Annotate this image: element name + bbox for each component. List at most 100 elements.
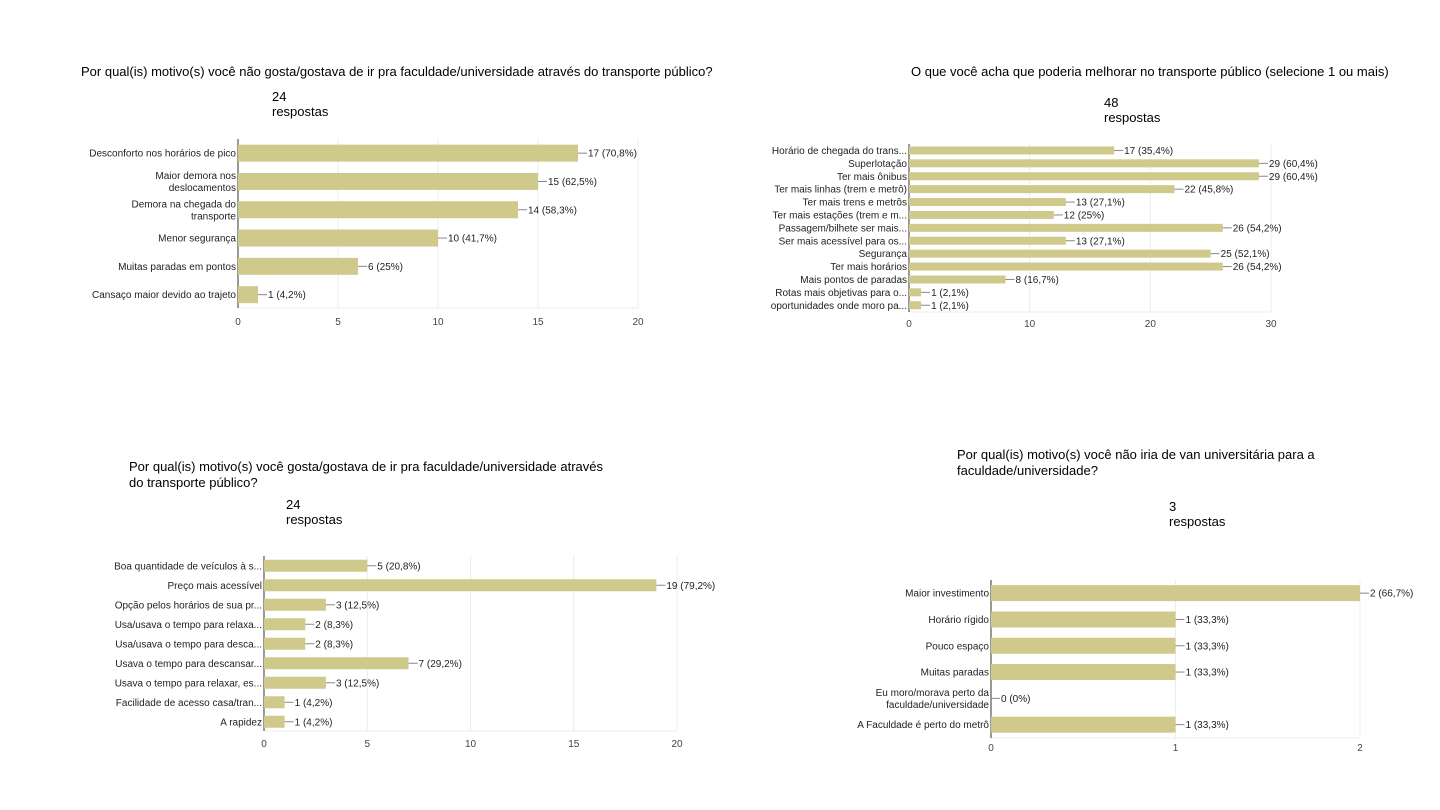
value-label: 1 (2,1%): [931, 301, 969, 312]
bar: [264, 618, 306, 631]
x-tick-label: 20: [1145, 319, 1157, 330]
bar: [264, 579, 657, 592]
question-title: Por qual(is) motivo(s) você não iria de …: [957, 447, 1315, 478]
bar: [264, 637, 306, 650]
value-label: 26 (54,2%): [1233, 223, 1282, 234]
bar: [264, 696, 285, 709]
value-label: 3 (12,5%): [336, 678, 379, 689]
bar: [264, 657, 409, 670]
bar: [909, 210, 1054, 219]
value-label: 22 (45,8%): [1184, 185, 1233, 196]
value-label: 13 (27,1%): [1076, 236, 1125, 247]
value-label: 8 (16,7%): [1016, 275, 1059, 286]
value-label: 2 (8,3%): [315, 620, 353, 631]
value-label: 12 (25%): [1064, 210, 1105, 221]
x-tick-label: 2: [1357, 743, 1363, 754]
category-label: A Faculdade é perto do metrô: [857, 720, 989, 731]
bar: [909, 262, 1223, 271]
category-label: Maior demora nos deslocamentos: [155, 171, 236, 194]
value-label: 25 (52,1%): [1221, 249, 1270, 260]
value-label: 1 (4,2%): [295, 717, 333, 728]
bar: [991, 664, 1176, 681]
x-tick-label: 30: [1265, 319, 1277, 330]
category-label: Rotas mais objetivas para o...: [775, 288, 907, 299]
bar: [991, 716, 1176, 733]
value-label: 17 (70,8%): [588, 149, 637, 160]
bar: [238, 286, 258, 304]
x-tick-label: 0: [261, 739, 267, 750]
response-count: 24 respostas: [272, 89, 329, 119]
x-tick-label: 0: [906, 319, 912, 330]
value-label: 26 (54,2%): [1233, 262, 1282, 273]
value-label: 0 (0%): [1001, 694, 1030, 705]
bar: [909, 198, 1066, 207]
bar: [264, 598, 326, 611]
category-label: Muitas paradas em pontos: [118, 262, 236, 273]
x-tick-label: 1: [1173, 743, 1179, 754]
bar: [909, 301, 922, 310]
bar: [264, 715, 285, 728]
value-label: 1 (4,2%): [268, 290, 306, 301]
category-label: Cansaço maior devido ao trajeto: [92, 290, 236, 301]
category-label: Superlotação: [848, 159, 907, 170]
category-label: Ter mais linhas (trem e metrô): [774, 185, 907, 196]
bar: [238, 201, 518, 219]
category-label: Segurança: [859, 249, 908, 260]
value-label: 2 (66,7%): [1370, 589, 1413, 600]
category-label: Facilidade de acesso casa/tran...: [116, 698, 262, 709]
category-label: Horário de chegada do trans...: [772, 146, 907, 157]
category-label: Pouco espaço: [926, 641, 990, 652]
bar: [909, 275, 1006, 284]
category-label: Passagem/bilhete ser mais...: [779, 223, 907, 234]
value-label: 5 (20,8%): [377, 561, 420, 572]
x-tick-label: 20: [632, 317, 644, 328]
bar: [909, 249, 1211, 258]
value-label: 17 (35,4%): [1124, 146, 1173, 157]
question-title: Por qual(is) motivo(s) você gosta/gostav…: [129, 459, 604, 490]
value-label: 3 (12,5%): [336, 600, 379, 611]
question-title: Por qual(is) motivo(s) você não gosta/go…: [81, 64, 713, 79]
category-label: Maior investimento: [905, 589, 989, 600]
value-label: 1 (33,3%): [1186, 615, 1229, 626]
bar: [909, 172, 1259, 181]
category-label: Usava o tempo para descansar...: [115, 659, 262, 670]
bar: [991, 611, 1176, 628]
value-label: 29 (60,4%): [1269, 159, 1318, 170]
category-label: Desconforto nos horários de pico: [89, 149, 236, 160]
category-label: Usava o tempo para relaxar, es...: [115, 678, 262, 689]
value-label: 15 (62,5%): [548, 177, 597, 188]
bar: [991, 637, 1176, 654]
x-tick-label: 15: [532, 317, 544, 328]
category-label: Opção pelos horários de sua pr...: [115, 600, 262, 611]
value-label: 1 (33,3%): [1186, 668, 1229, 679]
response-count: 24 respostas: [286, 497, 343, 527]
value-label: 2 (8,3%): [315, 639, 353, 650]
question-title: O que você acha que poderia melhorar no …: [911, 64, 1389, 79]
bar: [909, 146, 1115, 155]
bar: [264, 559, 368, 572]
category-label: Demora na chegada do transporte: [131, 199, 236, 222]
category-label: Horário rígido: [928, 615, 989, 626]
value-label: 6 (25%): [368, 262, 403, 273]
x-tick-label: 15: [568, 739, 580, 750]
category-label: A rapidez: [220, 717, 262, 728]
x-tick-label: 0: [988, 743, 994, 754]
value-label: 1 (2,1%): [931, 288, 969, 299]
value-label: 10 (41,7%): [448, 234, 497, 245]
value-label: 1 (33,3%): [1186, 720, 1229, 731]
x-tick-label: 10: [1024, 319, 1036, 330]
category-label: Ter mais estações (trem e m...: [773, 210, 907, 221]
value-label: 1 (4,2%): [295, 698, 333, 709]
value-label: 29 (60,4%): [1269, 172, 1318, 183]
category-label: Ter mais horários: [830, 262, 907, 273]
value-label: 14 (58,3%): [528, 205, 577, 216]
bar: [909, 223, 1223, 232]
x-tick-label: 10: [432, 317, 444, 328]
category-label: Eu moro/morava perto da faculdade/univers…: [876, 688, 990, 711]
x-tick-label: 5: [335, 317, 341, 328]
x-tick-label: 5: [364, 739, 370, 750]
response-count: 3 respostas: [1169, 499, 1226, 529]
x-tick-label: 10: [465, 739, 477, 750]
